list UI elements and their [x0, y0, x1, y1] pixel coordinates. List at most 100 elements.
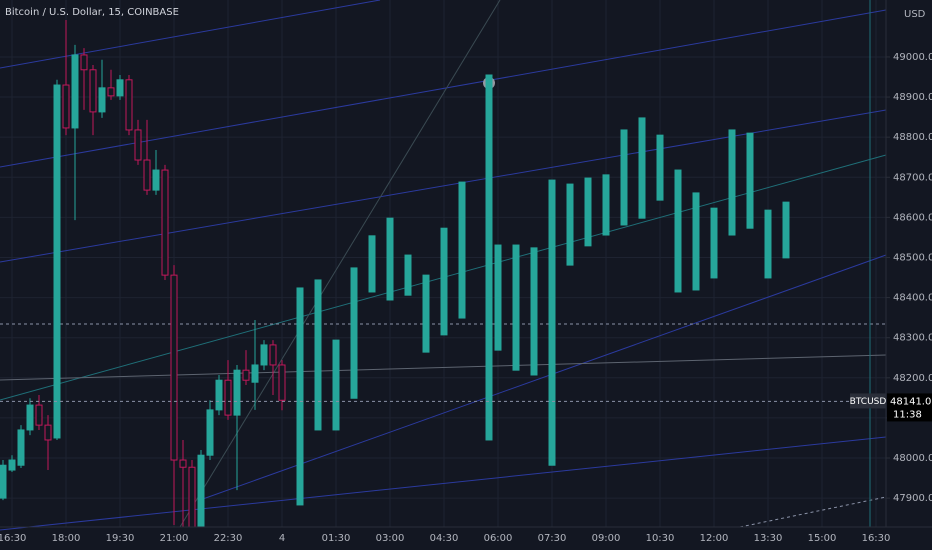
candle-body: [350, 267, 358, 399]
x-tick-label: 19:30: [106, 533, 135, 544]
x-tick-label: 04:30: [430, 533, 459, 544]
candle-body: [80, 54, 88, 71]
candle-body: [152, 169, 160, 191]
candle-body: [224, 379, 232, 416]
candle-body: [71, 54, 79, 129]
candle-body: [260, 344, 268, 366]
candle-body: [485, 74, 493, 441]
candle-body: [125, 79, 133, 131]
candle-body: [710, 207, 718, 279]
candle-body: [638, 117, 646, 219]
candle-body: [0, 464, 7, 499]
x-tick-label: 18:00: [52, 533, 81, 544]
candle-body: [692, 192, 700, 291]
candle-body: [458, 181, 466, 319]
y-tick-label: 47900.00: [893, 493, 932, 504]
trend-line: [0, 436, 887, 531]
candle-body: [728, 129, 736, 236]
symbol-badge: [850, 393, 886, 409]
candle-body: [116, 79, 124, 97]
candle-body: [746, 132, 754, 229]
y-tick-label: 48600.00: [893, 212, 932, 223]
candle-body: [215, 379, 223, 411]
candle-body: [404, 254, 412, 296]
candle-body: [584, 177, 592, 247]
y-tick-label: 49000.00: [893, 52, 932, 63]
x-tick-label: 4: [279, 533, 285, 544]
x-tick-label: 15:00: [808, 533, 837, 544]
x-tick-label: 16:30: [862, 533, 891, 544]
candle-body: [530, 247, 538, 376]
candle-body: [512, 244, 520, 371]
candle-body: [107, 87, 115, 97]
y-tick-label: 48900.00: [893, 92, 932, 103]
candle-body: [44, 424, 52, 441]
y-tick-label: 48400.00: [893, 293, 932, 304]
candle-body: [143, 159, 151, 191]
candle-body: [134, 129, 142, 161]
candle-body: [98, 87, 106, 113]
x-tick-label: 03:00: [376, 533, 405, 544]
candle-body: [179, 459, 187, 468]
candle-body: [89, 69, 97, 113]
trend-line: [0, 109, 887, 263]
x-tick-label: 09:00: [592, 533, 621, 544]
x-tick-label: 07:30: [538, 533, 567, 544]
trend-line: [0, 354, 887, 381]
x-tick-label: 06:00: [484, 533, 513, 544]
x-tick-label: 16:30: [0, 533, 26, 544]
candle-body: [26, 404, 34, 431]
y-tick-label: 48800.00: [893, 132, 932, 143]
candle-body: [53, 84, 61, 439]
candle-body: [170, 274, 178, 461]
trend-line: [739, 496, 887, 528]
y-tick-label: 48500.00: [893, 252, 932, 263]
candle-body: [314, 279, 322, 431]
candle-body: [548, 179, 556, 466]
candle-body: [386, 217, 394, 301]
candle-body: [620, 129, 628, 226]
candle-body: [17, 429, 25, 466]
x-tick-label: 12:00: [700, 533, 729, 544]
candle-body: [296, 287, 304, 506]
axes: 47900.0048000.0048100.0048200.0048300.00…: [0, 52, 932, 544]
candles: [0, 20, 886, 528]
candle-body: [602, 174, 610, 236]
x-tick-label: 10:30: [646, 533, 675, 544]
candle-body: [35, 404, 43, 426]
candle-body: [8, 459, 16, 471]
candle-body: [764, 209, 772, 279]
candle-body: [242, 369, 250, 381]
candle-body: [233, 369, 241, 416]
candle-body: [566, 183, 574, 266]
y-tick-label: 48200.00: [893, 373, 932, 384]
last-price-label: 48141.08: [890, 396, 932, 407]
candle-body: [197, 454, 205, 528]
candle-body: [674, 169, 682, 293]
trend-line: [179, 0, 501, 528]
currency: USD: [904, 9, 926, 20]
x-tick-label: 01:30: [322, 533, 351, 544]
candle-body: [161, 169, 169, 276]
y-tick-label: 48000.00: [893, 453, 932, 464]
candle-body: [332, 339, 340, 431]
x-tick-label: 13:30: [754, 533, 783, 544]
candle-body: [656, 134, 664, 201]
symbol-label: BTCUSD: [850, 397, 887, 407]
candle-body: [251, 364, 259, 383]
candle-body: [440, 227, 448, 336]
y-tick-label: 48700.00: [893, 172, 932, 183]
candle-body: [206, 409, 214, 456]
candle-body: [188, 466, 196, 528]
x-tick-label: 21:00: [160, 533, 189, 544]
candle-body: [368, 235, 376, 293]
y-tick-label: 48300.00: [893, 333, 932, 344]
candle-body: [782, 201, 790, 259]
x-tick-label: 22:30: [214, 533, 243, 544]
candle-body: [62, 84, 70, 129]
candle-body: [278, 364, 286, 401]
trend-line: [0, 9, 887, 168]
